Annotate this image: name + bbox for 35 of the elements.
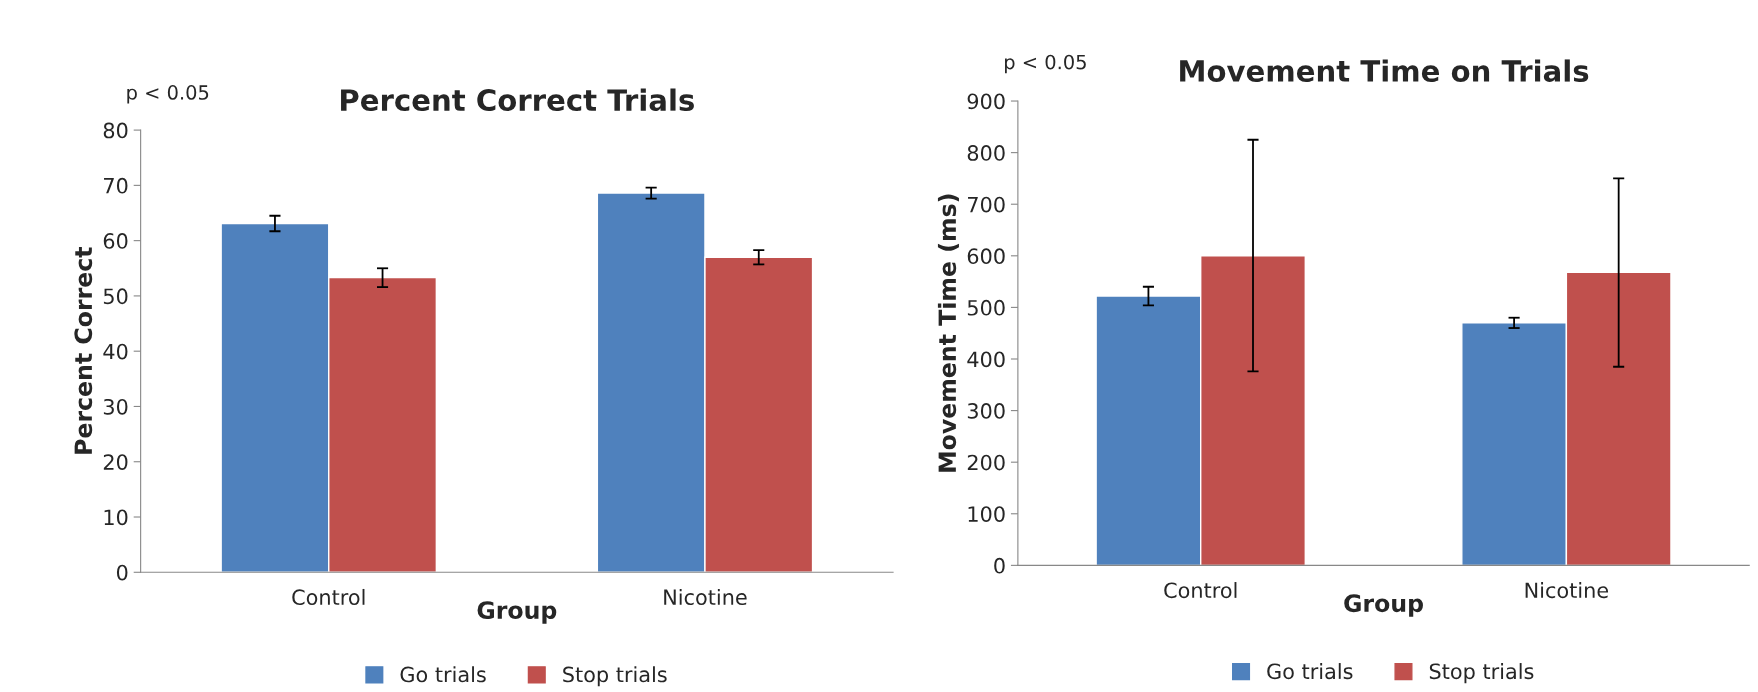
y-tick-label: 0: [116, 564, 128, 581]
y-axis-title: Movement Time (ms): [937, 194, 959, 472]
legend-label: Stop trials: [1429, 663, 1534, 684]
legend-label: Stop trials: [563, 666, 667, 687]
y-tick-label: 800: [967, 145, 1005, 161]
x-tick-label: Control: [292, 588, 365, 606]
y-tick-label: 200: [967, 454, 1005, 471]
y-tick-label: 70: [104, 177, 128, 194]
y-tick-label: 900: [967, 93, 1005, 110]
y-tick-label: 20: [103, 454, 128, 470]
x-tick-label: Control: [1164, 582, 1237, 599]
y-tick-label: 400: [967, 351, 1005, 368]
x-tick-label: Nicotine: [1525, 582, 1609, 599]
legend-label: Go trials: [1267, 663, 1353, 680]
y-tick-label: 500: [967, 299, 1005, 316]
y-tick-label: 40: [103, 343, 128, 360]
y-tick-label: 60: [103, 233, 128, 249]
chart-title: Percent Correct Trials: [341, 88, 694, 112]
y-tick-label: 10: [104, 509, 128, 526]
x-axis-title: Group: [477, 601, 557, 624]
y-tick-label: 30: [103, 398, 128, 415]
y-tick-label: 100: [968, 506, 1005, 522]
y-tick-label: 600: [967, 248, 1005, 265]
x-axis-title: Group: [1344, 594, 1423, 617]
y-axis-title: Percent Correct: [74, 247, 93, 454]
y-tick-label: 0: [994, 557, 1005, 574]
y-tick-label: 700: [968, 196, 1005, 213]
y-tick-label: 300: [967, 403, 1005, 419]
x-tick-label: Nicotine: [664, 588, 747, 606]
y-tick-label: 80: [103, 122, 128, 139]
y-tick-label: 50: [103, 288, 128, 305]
text: p < 0.05: [1005, 54, 1086, 74]
legend-label: Go trials: [400, 666, 486, 683]
chart-title: Movement Time on Trials: [1180, 59, 1589, 82]
text: p < 0.05: [127, 85, 209, 104]
